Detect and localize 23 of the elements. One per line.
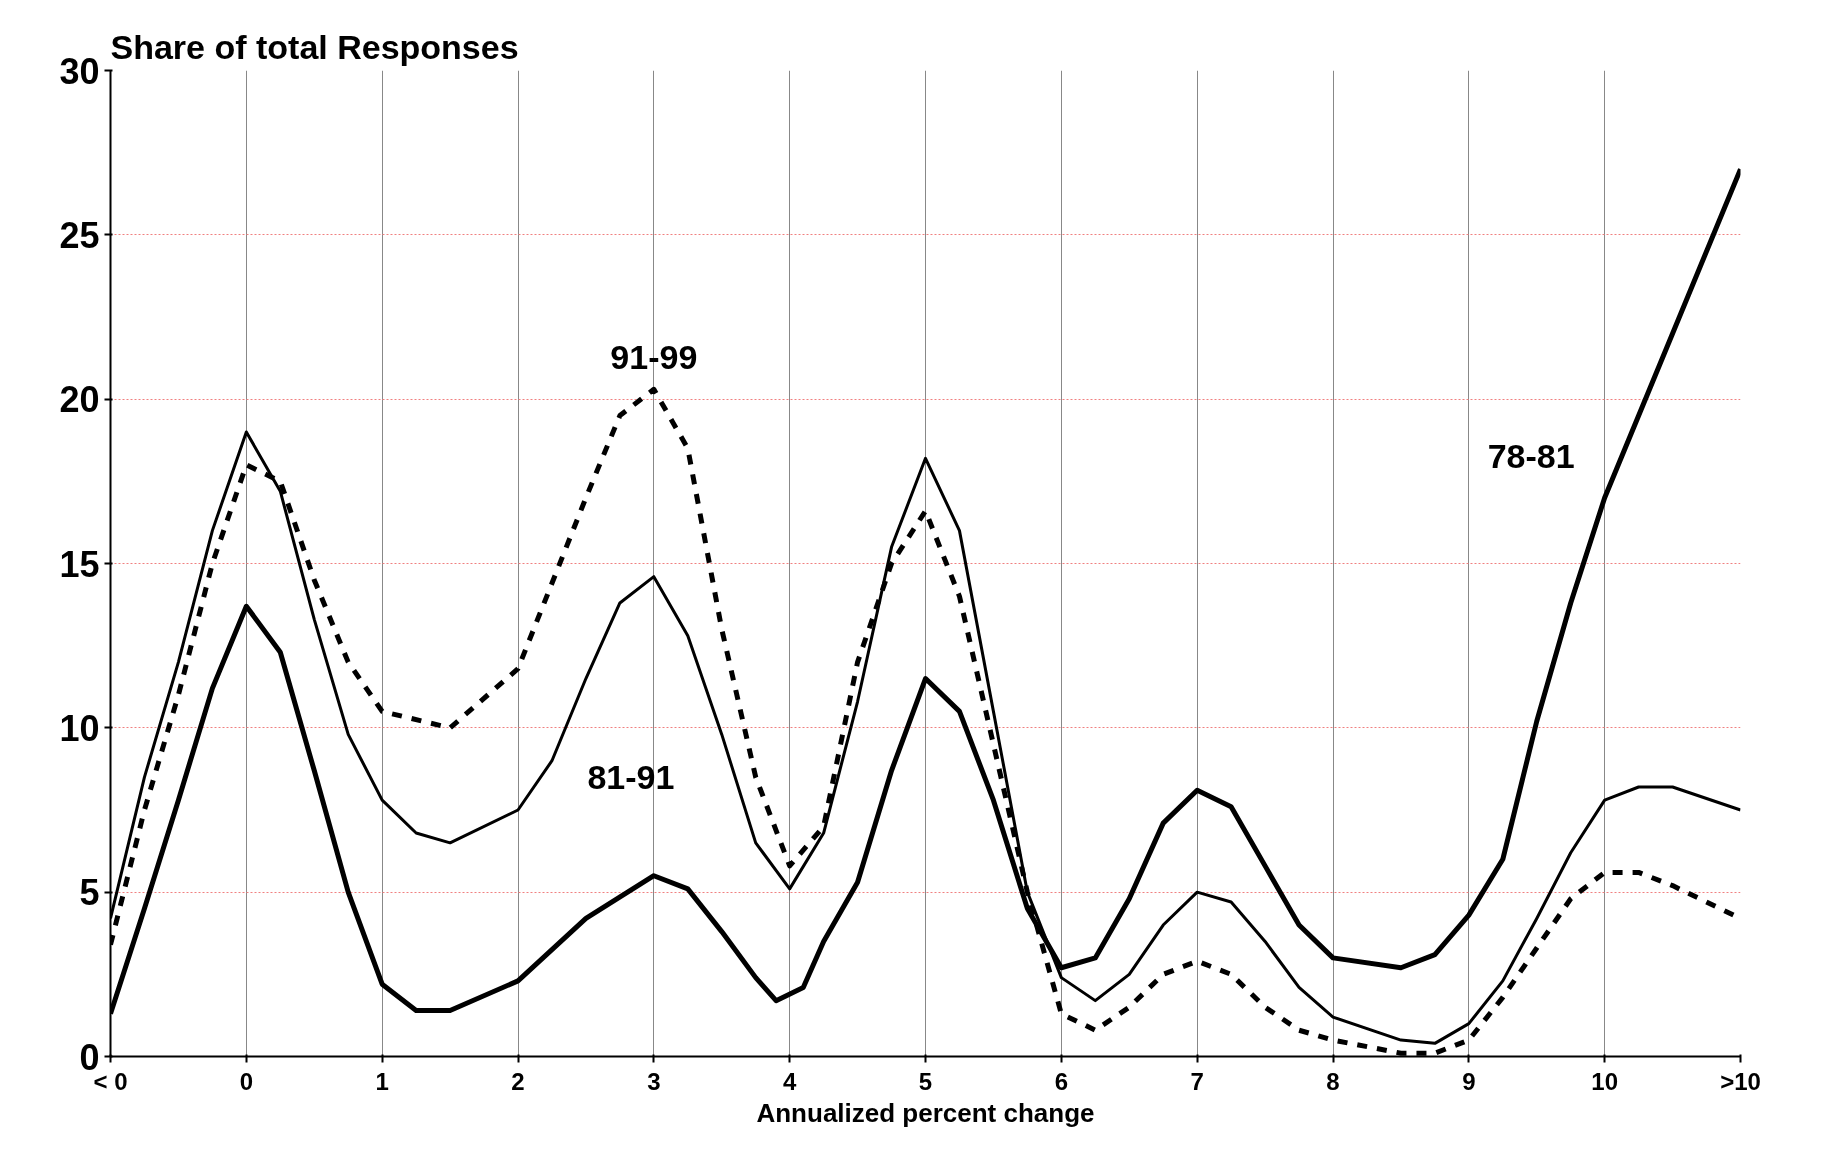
y-tick-label: 20 bbox=[59, 379, 100, 421]
y-tick-label: 30 bbox=[59, 50, 100, 92]
x-tick-label: 8 bbox=[1326, 1067, 1340, 1095]
x-tick-label: 5 bbox=[918, 1067, 933, 1095]
x-tick-label: >10 bbox=[1720, 1067, 1761, 1095]
series-label: 81-91 bbox=[587, 757, 675, 796]
x-tick-label: 3 bbox=[647, 1067, 661, 1095]
y-tick-label: 5 bbox=[79, 872, 100, 914]
x-tick-label: 2 bbox=[511, 1067, 525, 1095]
y-tick-label: 15 bbox=[59, 543, 100, 585]
x-tick-label: 7 bbox=[1190, 1067, 1204, 1095]
series-label: 91-99 bbox=[610, 338, 698, 377]
y-tick-label: 25 bbox=[59, 214, 100, 256]
x-tick-label: 9 bbox=[1462, 1067, 1476, 1095]
x-tick-label: 0 bbox=[239, 1067, 254, 1095]
y-tick-label: 10 bbox=[59, 707, 100, 749]
x-tick-label: 6 bbox=[1054, 1067, 1069, 1095]
x-axis-title: Annualized percent change bbox=[756, 1097, 1095, 1128]
x-tick-label: 10 bbox=[1591, 1067, 1619, 1095]
chart-title: Share of total Responses bbox=[110, 27, 519, 66]
x-tick-label: 4 bbox=[782, 1067, 797, 1095]
x-tick-label: 1 bbox=[375, 1067, 389, 1095]
series-label: 78-81 bbox=[1487, 436, 1575, 475]
